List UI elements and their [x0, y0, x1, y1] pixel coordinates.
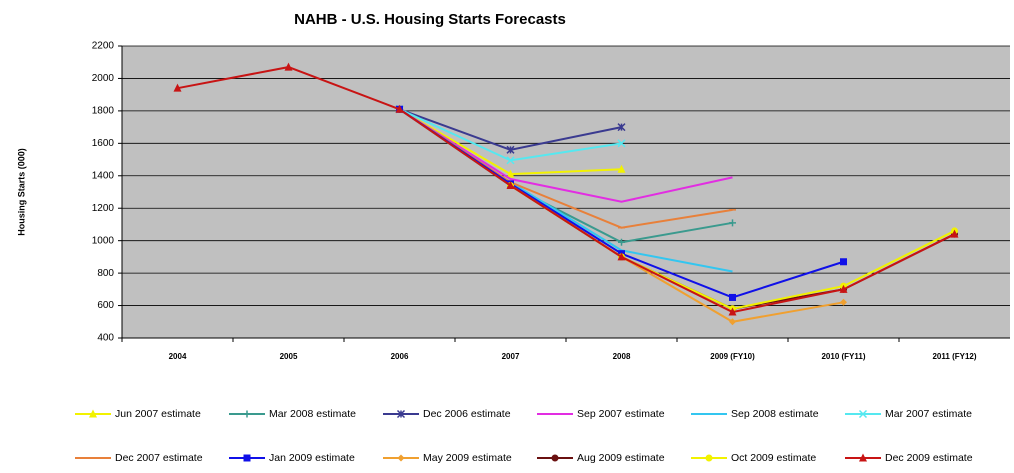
legend-label: Sep 2007 estimate	[577, 408, 665, 420]
data-point	[950, 229, 959, 238]
legend-label: Aug 2009 estimate	[577, 452, 665, 464]
legend-label: May 2009 estimate	[423, 452, 512, 464]
y-tick-label: 600	[97, 300, 114, 311]
data-point	[618, 238, 625, 246]
data-point	[506, 169, 515, 178]
x-tick-label: 2008	[613, 352, 631, 361]
data-point	[840, 298, 847, 306]
legend-marker	[396, 409, 406, 419]
chart-title: NAHB - U.S. Housing Starts Forecasts	[294, 11, 566, 28]
legend-marker	[243, 410, 251, 418]
legend-marker	[243, 454, 251, 462]
x-tick-label: 2006	[391, 352, 409, 361]
legend-label: Oct 2009 estimate	[731, 452, 816, 464]
data-point	[395, 104, 404, 113]
data-point	[839, 284, 848, 293]
data-point	[617, 252, 626, 261]
series-line	[398, 108, 733, 203]
data-point	[840, 258, 847, 266]
legend-marker	[859, 453, 867, 462]
x-tick-label: 2010 (FY11)	[821, 352, 865, 361]
data-point	[729, 318, 736, 326]
y-axis-label: Housing Starts (000)	[16, 148, 26, 236]
data-point	[506, 181, 515, 190]
legend-marker	[89, 409, 97, 418]
y-tick-label: 400	[97, 333, 114, 344]
y-tick-label: 2000	[92, 73, 115, 84]
legend-label: Mar 2007 estimate	[885, 408, 972, 420]
x-tick-label: 2007	[502, 352, 520, 361]
legend-marker	[705, 454, 713, 462]
legend-marker	[858, 409, 868, 419]
data-point	[617, 164, 626, 173]
x-tick-label: 2011 (FY12)	[932, 352, 976, 361]
y-tick-label: 800	[97, 268, 114, 279]
y-tick-label: 1800	[92, 106, 115, 117]
legend-label: Dec 2006 estimate	[423, 408, 511, 420]
series-line	[177, 66, 955, 314]
data-point	[173, 83, 182, 92]
data-point	[729, 219, 736, 227]
x-tick-label: 2005	[280, 352, 298, 361]
y-tick-label: 1200	[92, 203, 115, 214]
plot-area	[122, 46, 1010, 338]
legend-label: Sep 2008 estimate	[731, 408, 819, 420]
x-tick-label: 2009 (FY10)	[710, 352, 755, 361]
data-point	[729, 293, 736, 301]
data-point	[728, 307, 737, 316]
y-tick-label: 1400	[92, 170, 115, 181]
y-tick-label: 1600	[92, 138, 115, 149]
legend-marker	[551, 454, 559, 462]
legend-label: Jun 2007 estimate	[115, 408, 201, 420]
y-tick-label: 1000	[92, 235, 115, 246]
legend-marker	[397, 454, 405, 462]
data-point	[617, 123, 626, 132]
data-point	[506, 145, 515, 154]
data-point	[284, 62, 293, 71]
legend-label: Dec 2009 estimate	[885, 452, 973, 464]
legend-label: Dec 2007 estimate	[115, 452, 203, 464]
y-tick-label: 2200	[92, 41, 115, 52]
data-point	[506, 156, 515, 165]
data-point	[617, 139, 626, 148]
legend-label: Jan 2009 estimate	[269, 452, 355, 464]
legend-label: Mar 2008 estimate	[269, 408, 356, 420]
x-tick-label: 2004	[169, 352, 187, 361]
